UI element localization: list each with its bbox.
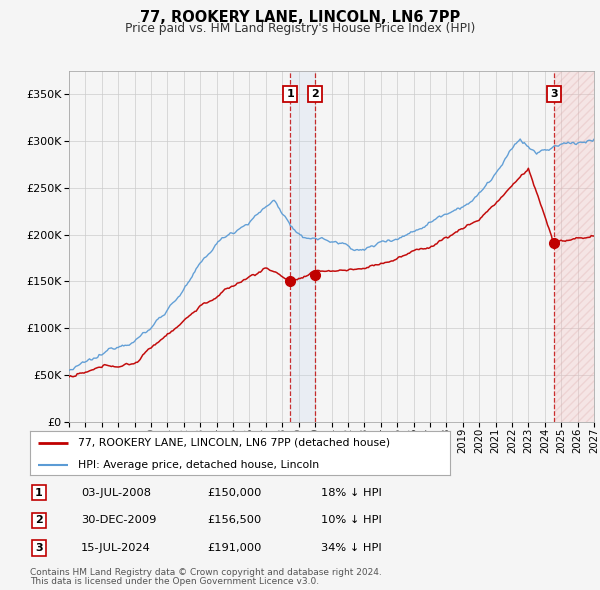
Text: 15-JUL-2024: 15-JUL-2024 xyxy=(81,543,151,553)
Text: £191,000: £191,000 xyxy=(207,543,262,553)
Text: 3: 3 xyxy=(550,88,557,99)
Text: £156,500: £156,500 xyxy=(207,516,261,525)
Text: 1: 1 xyxy=(287,88,295,99)
Text: 30-DEC-2009: 30-DEC-2009 xyxy=(81,516,157,525)
Text: 3: 3 xyxy=(35,543,43,553)
Text: 03-JUL-2008: 03-JUL-2008 xyxy=(81,488,151,497)
Text: 18% ↓ HPI: 18% ↓ HPI xyxy=(321,488,382,497)
Text: 34% ↓ HPI: 34% ↓ HPI xyxy=(321,543,382,553)
Text: 1: 1 xyxy=(35,488,43,497)
Text: This data is licensed under the Open Government Licence v3.0.: This data is licensed under the Open Gov… xyxy=(30,578,319,586)
Text: Price paid vs. HM Land Registry's House Price Index (HPI): Price paid vs. HM Land Registry's House … xyxy=(125,22,475,35)
Text: 2: 2 xyxy=(311,88,319,99)
Text: 77, ROOKERY LANE, LINCOLN, LN6 7PP: 77, ROOKERY LANE, LINCOLN, LN6 7PP xyxy=(140,10,460,25)
Text: 77, ROOKERY LANE, LINCOLN, LN6 7PP (detached house): 77, ROOKERY LANE, LINCOLN, LN6 7PP (deta… xyxy=(79,438,391,448)
Text: £150,000: £150,000 xyxy=(207,488,262,497)
Bar xyxy=(290,71,315,422)
Text: 10% ↓ HPI: 10% ↓ HPI xyxy=(321,516,382,525)
Text: HPI: Average price, detached house, Lincoln: HPI: Average price, detached house, Linc… xyxy=(79,460,319,470)
Bar xyxy=(554,71,594,422)
Text: 2: 2 xyxy=(35,516,43,525)
Text: Contains HM Land Registry data © Crown copyright and database right 2024.: Contains HM Land Registry data © Crown c… xyxy=(30,568,382,577)
